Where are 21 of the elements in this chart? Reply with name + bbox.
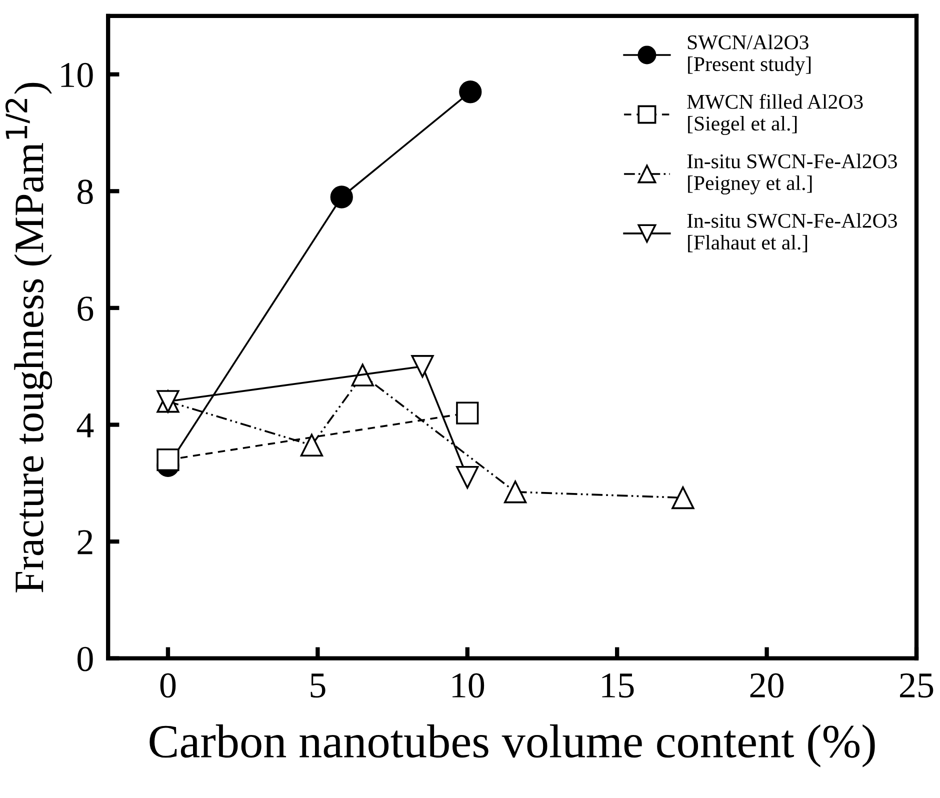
point [459,80,482,104]
x-tick-label: 20 [750,673,784,698]
x-tick-label: 25 [900,673,934,698]
x-tick-label: 10 [452,673,484,698]
y-tick-label: 4 [76,414,94,438]
x-tick-label: 5 [310,674,326,698]
x-tick-label: 0 [160,673,176,698]
legend-label: In-situ SWCN-Fe-Al2O3 [Flahaut et al.] [687,213,897,252]
y-axis-title: Fracture toughness (MPam$^{1/2}$) [5,82,52,592]
legend-label: MWCN filled Al2O3 [Siegel et al.] [687,94,863,135]
legend-label: SWCN/Al2O3 [Present study] [688,34,811,76]
y-tick-label: 0 [78,646,93,672]
y-tick-label: 10 [61,62,93,88]
y-tick-label: 2 [78,530,92,554]
y-tick-label: 6 [78,296,94,321]
point [330,186,353,208]
x-axis-title: Carbon nanotubes volume content (%) [150,724,875,768]
point [156,448,180,472]
y-tick-label: 8 [78,180,93,204]
legend-label: In-situ SWCN-Fe-Al2O3 [Peigney et al.] [687,154,897,194]
x-tick-label: 15 [602,673,634,698]
